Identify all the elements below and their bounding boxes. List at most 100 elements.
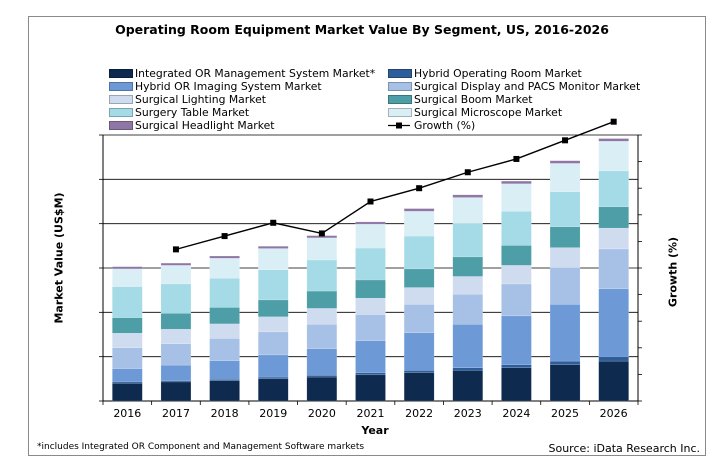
bar-segment <box>306 308 338 325</box>
x-tick-label: 2021 <box>357 407 385 420</box>
bar-segment <box>452 194 483 198</box>
growth-point <box>221 233 228 240</box>
legend-label: Surgical Microscope Market <box>414 106 563 119</box>
legend-swatch <box>109 69 133 78</box>
bar-segment <box>403 332 435 371</box>
bar-segment <box>258 378 289 402</box>
legend-swatch <box>109 82 133 91</box>
bar-segment <box>355 223 386 249</box>
x-tick-label: 2018 <box>211 407 239 420</box>
x-tick-label: 2019 <box>259 407 287 420</box>
bar-segment <box>112 286 143 318</box>
x-tick-label: 2026 <box>600 407 628 420</box>
bar-segment <box>501 265 532 285</box>
bar-segment <box>355 221 386 225</box>
bar-segment <box>549 360 581 365</box>
x-tick-label: 2016 <box>113 407 141 420</box>
legend-label: Surgical Headlight Market <box>135 119 275 132</box>
legend-label: Surgical Boom Market <box>414 93 533 106</box>
x-tick-label: 2017 <box>162 407 190 420</box>
bar-segment <box>549 304 581 362</box>
bar-segment <box>306 324 338 349</box>
x-tick-label: 2020 <box>308 407 336 420</box>
growth-point <box>610 118 617 125</box>
bar-segment <box>306 348 338 376</box>
growth-point <box>416 185 423 192</box>
legend-swatch <box>109 95 133 104</box>
legend-swatch <box>109 108 133 117</box>
bar-segment <box>306 290 338 309</box>
bar-segment <box>306 375 338 378</box>
bar-segment <box>209 360 240 380</box>
legend-swatch <box>109 121 133 130</box>
legend-label: Hybrid OR Imaging System Market <box>135 80 322 93</box>
bar-segment <box>501 315 532 365</box>
bar-segment <box>598 360 629 402</box>
bar-segment <box>209 338 240 361</box>
bar-segment <box>112 381 143 384</box>
bar-segment <box>160 328 192 345</box>
legend-swatch <box>388 95 412 104</box>
bar-segment <box>549 163 581 192</box>
bar-segment <box>355 374 386 402</box>
legend-line-swatch <box>388 119 410 132</box>
y-axis-label: Market Value (US$M) <box>52 192 66 324</box>
bar-segment <box>355 372 386 376</box>
bar-segment <box>355 279 386 299</box>
bar-segment <box>549 191 581 227</box>
growth-point <box>172 246 179 253</box>
bar-segment <box>209 323 240 339</box>
legend-swatch <box>388 69 412 78</box>
legend-swatch <box>388 82 412 91</box>
x-axis-label: Year <box>361 424 389 437</box>
bar-segment <box>258 269 289 301</box>
bar-segment <box>403 268 435 288</box>
bar-segment <box>306 376 338 402</box>
bar-segment <box>403 287 435 305</box>
x-tick-label: 2023 <box>454 407 482 420</box>
bar-segment <box>549 160 581 164</box>
bar-segment <box>452 223 483 258</box>
bar-segment <box>452 276 483 295</box>
bar-segment <box>403 211 435 237</box>
bar-segment <box>258 331 289 356</box>
bar-segment <box>160 343 192 366</box>
bar-segment <box>501 183 532 212</box>
bar-segment <box>452 256 483 277</box>
source-note: Source: iData Research Inc. <box>548 442 700 455</box>
bar-segment <box>258 376 289 380</box>
bar-segment <box>501 364 532 368</box>
bar-segment <box>112 268 143 287</box>
bar-segment <box>112 347 143 369</box>
bar-segment <box>209 255 240 259</box>
growth-point <box>270 219 277 226</box>
growth-point <box>367 198 374 205</box>
growth-point <box>464 169 471 176</box>
legend-label: Integrated OR Management System Market* <box>135 67 376 80</box>
bar-segment <box>452 370 483 402</box>
chart-title: Operating Room Equipment Market Value By… <box>115 22 609 37</box>
bar-segment <box>355 314 386 341</box>
bar-segment <box>598 288 629 357</box>
bar-segment <box>160 265 192 285</box>
bar-segment <box>598 141 629 172</box>
bar-segment <box>160 381 192 402</box>
bar-segment <box>598 227 629 250</box>
bar-segment <box>501 283 532 317</box>
bar-segment <box>209 258 240 279</box>
bar-segment <box>355 297 386 315</box>
bar-segment <box>549 247 581 268</box>
bar-segment <box>160 364 192 381</box>
growth-line <box>175 121 614 251</box>
x-tick-label: 2025 <box>551 407 579 420</box>
growth-point <box>318 230 325 237</box>
bar-segment <box>160 262 192 266</box>
bar-segment <box>258 246 289 249</box>
bar-segment <box>403 304 435 333</box>
bar-segment <box>355 247 386 281</box>
legend-label: Surgical Lighting Market <box>135 93 266 106</box>
legend-label: Surgery Table Market <box>135 106 250 119</box>
bar-segment <box>403 235 435 270</box>
bar-segment <box>160 283 192 314</box>
bar-segment <box>598 170 629 208</box>
